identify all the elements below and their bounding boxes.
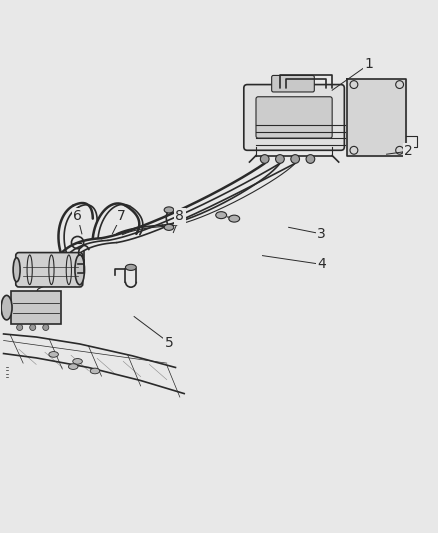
Polygon shape [347, 79, 406, 156]
Ellipse shape [73, 359, 82, 364]
Circle shape [260, 155, 269, 163]
Text: 6: 6 [73, 209, 82, 223]
FancyBboxPatch shape [16, 253, 83, 287]
Text: 8: 8 [175, 209, 184, 223]
Circle shape [276, 155, 284, 163]
Text: 5: 5 [165, 336, 173, 350]
Circle shape [30, 325, 36, 330]
Ellipse shape [164, 224, 174, 230]
Text: 2: 2 [404, 144, 413, 158]
Ellipse shape [229, 215, 240, 222]
Ellipse shape [125, 264, 136, 270]
Ellipse shape [1, 295, 12, 320]
Circle shape [43, 325, 49, 330]
Ellipse shape [164, 207, 174, 213]
Text: 7: 7 [117, 209, 125, 223]
Ellipse shape [216, 212, 226, 219]
Ellipse shape [75, 255, 85, 285]
FancyBboxPatch shape [11, 292, 61, 324]
Circle shape [306, 155, 315, 163]
FancyBboxPatch shape [256, 97, 332, 138]
Ellipse shape [68, 364, 78, 369]
Ellipse shape [90, 368, 100, 374]
Ellipse shape [13, 258, 20, 282]
Text: 3: 3 [317, 227, 325, 241]
FancyBboxPatch shape [272, 76, 314, 92]
Ellipse shape [49, 352, 58, 357]
Circle shape [17, 325, 23, 330]
Text: 4: 4 [317, 257, 325, 271]
Circle shape [291, 155, 300, 163]
FancyBboxPatch shape [244, 85, 344, 150]
Text: 1: 1 [365, 57, 374, 71]
